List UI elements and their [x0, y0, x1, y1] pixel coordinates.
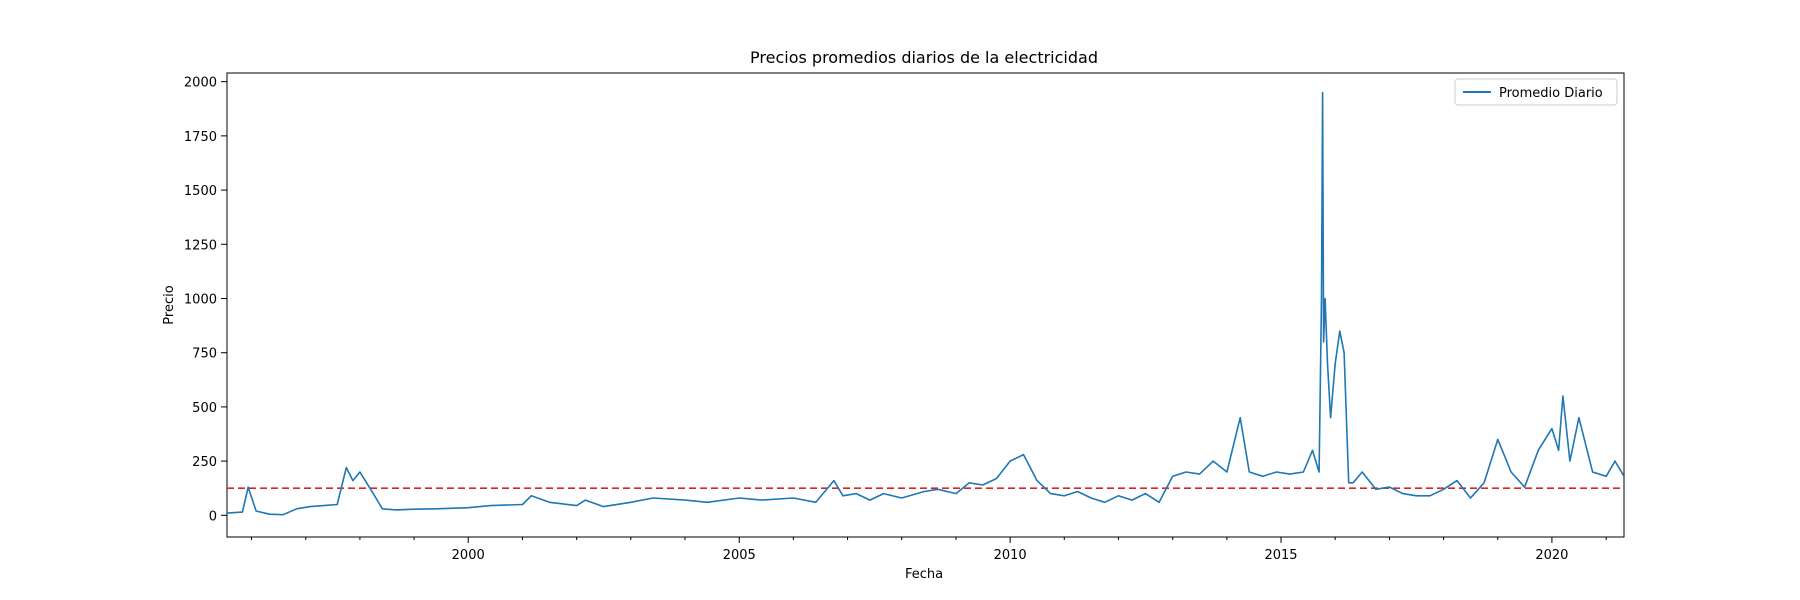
chart-title: Precios promedios diarios de la electric… — [750, 48, 1098, 67]
y-axis-ticks: 0 250 500 750 1000 1250 1500 1750 2000 — [184, 76, 227, 524]
y-tick-label: 500 — [192, 401, 217, 416]
legend: Promedio Diario — [1454, 78, 1618, 106]
plot-area — [226, 72, 1625, 538]
x-axis-title: Fecha — [905, 567, 943, 582]
y-tick-label: 1000 — [184, 292, 217, 307]
series-line — [227, 91, 1624, 516]
x-tick-label: 2015 — [1264, 548, 1297, 563]
legend-box — [1454, 78, 1618, 106]
x-tick-label: 2010 — [994, 548, 1027, 563]
x-tick-label: 2005 — [723, 548, 756, 563]
y-tick-label: 750 — [192, 347, 217, 362]
x-tick-label: 2020 — [1535, 548, 1568, 563]
y-axis-title: Precio — [162, 285, 177, 324]
y-tick-label: 2000 — [184, 76, 217, 91]
legend-label: Promedio Diario — [1499, 86, 1603, 101]
y-tick-label: 1500 — [184, 184, 217, 199]
y-tick-label: 1750 — [184, 130, 217, 145]
x-tick-label: 2000 — [452, 548, 485, 563]
y-tick-label: 250 — [192, 455, 217, 470]
y-tick-label: 1250 — [184, 238, 217, 253]
x-axis-ticks: 2000 2005 2010 2015 2020 — [250, 537, 1607, 563]
y-tick-label: 0 — [209, 509, 217, 524]
